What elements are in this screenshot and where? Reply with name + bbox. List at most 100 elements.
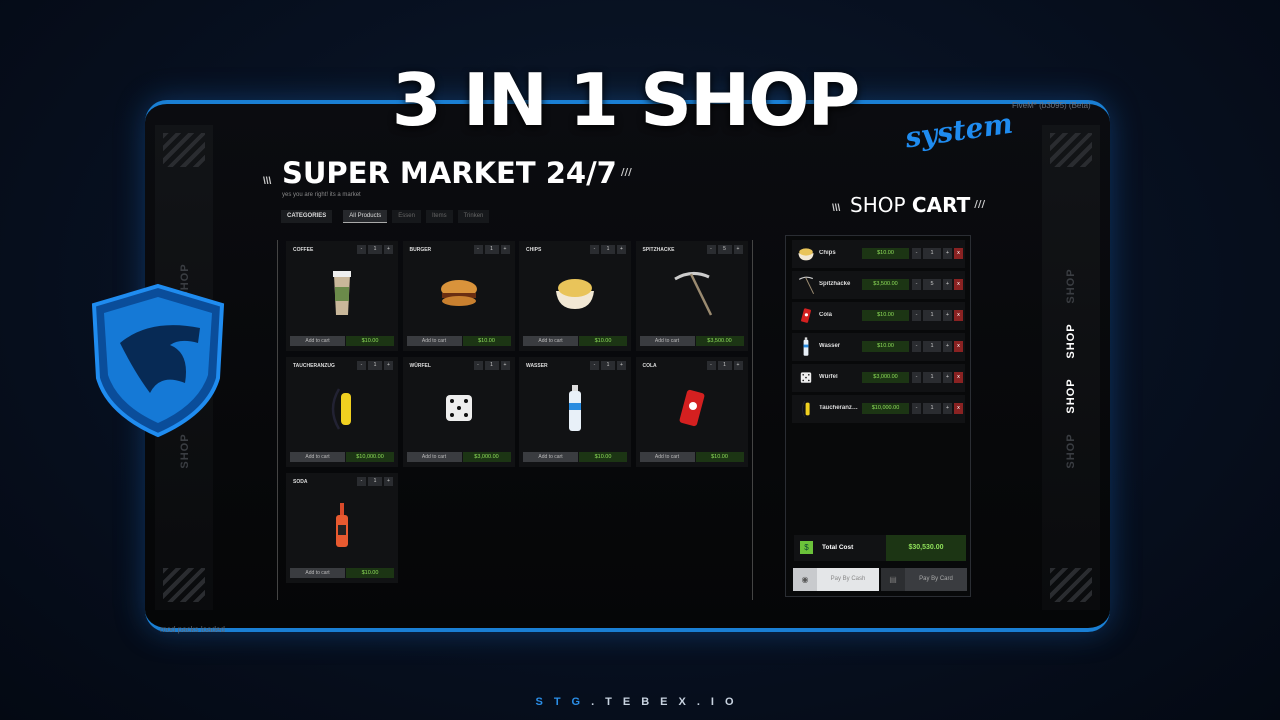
decrease-button[interactable]: -: [912, 403, 921, 414]
tab-items[interactable]: Items: [425, 210, 453, 223]
decrease-button[interactable]: -: [357, 477, 366, 486]
pay-by-cash-button[interactable]: ◉ Pay By Cash: [793, 568, 879, 591]
remove-item-button[interactable]: x: [954, 248, 963, 259]
decrease-button[interactable]: -: [473, 245, 483, 254]
increase-button[interactable]: +: [384, 477, 393, 486]
decor-slashes: \\\: [832, 203, 841, 214]
add-to-cart-button[interactable]: Add to cart: [639, 452, 695, 462]
cart-title-a: SHOP: [850, 193, 906, 217]
tab-essen[interactable]: Essen: [392, 210, 421, 223]
product-card: COLA -1 + Add to cart $10.00: [635, 357, 748, 467]
product-name: WASSER: [526, 363, 548, 369]
product-card: WÜRFEL -1 + Add to cart $3,000.00: [402, 357, 515, 467]
product-card: BURGER -1 + Add to cart $10.00: [402, 241, 515, 351]
quantity-value[interactable]: 1: [368, 477, 382, 486]
water-bottle-icon: [803, 337, 809, 356]
decrease-button[interactable]: -: [590, 361, 599, 370]
burger-icon: [440, 280, 477, 306]
increase-button[interactable]: +: [943, 403, 952, 414]
quantity-value[interactable]: 1: [484, 361, 499, 370]
remove-item-button[interactable]: x: [954, 372, 963, 383]
pay-by-card-button[interactable]: ▤ Pay By Card: [881, 568, 967, 591]
increase-button[interactable]: +: [384, 245, 393, 254]
quantity-stepper: -5 +: [706, 245, 743, 254]
quantity-value[interactable]: 1: [484, 245, 499, 254]
quantity-value[interactable]: 1: [368, 245, 382, 254]
cart-item: Wasser $10.00-1 + x: [792, 333, 965, 361]
pickaxe-icon: [798, 276, 815, 295]
increase-button[interactable]: +: [943, 341, 952, 352]
quantity-value[interactable]: 1: [717, 361, 732, 370]
decor-slashes: ///: [974, 199, 986, 210]
decrease-button[interactable]: -: [912, 279, 921, 290]
remove-item-button[interactable]: x: [954, 310, 963, 321]
page-subtitle: yes you are right! its a market: [282, 192, 361, 198]
quantity-value[interactable]: 5: [923, 279, 941, 290]
tab-trinken[interactable]: Trinken: [457, 210, 490, 223]
decrease-button[interactable]: -: [357, 361, 366, 370]
increase-button[interactable]: +: [617, 361, 626, 370]
quantity-value[interactable]: 1: [923, 248, 941, 259]
quantity-value[interactable]: 1: [368, 361, 382, 370]
quantity-value[interactable]: 1: [923, 372, 941, 383]
decrease-button[interactable]: -: [357, 245, 366, 254]
right-side-strip: SHOP SHOP SHOP SHOP: [1042, 125, 1100, 610]
quantity-value[interactable]: 1: [923, 341, 941, 352]
remove-item-button[interactable]: x: [954, 341, 963, 352]
increase-button[interactable]: +: [943, 279, 952, 290]
cart-item-name: Cola: [819, 312, 833, 318]
side-label: SHOP: [1065, 268, 1077, 304]
add-to-cart-button[interactable]: Add to cart: [523, 336, 578, 346]
increase-button[interactable]: +: [617, 245, 626, 254]
decrease-button[interactable]: -: [706, 245, 716, 254]
quantity-value[interactable]: 1: [601, 245, 615, 254]
diving-tank-icon: [331, 388, 351, 430]
add-to-cart-button[interactable]: Add to cart: [406, 452, 462, 462]
increase-button[interactable]: +: [733, 361, 743, 370]
decrease-button[interactable]: -: [912, 372, 921, 383]
decrease-button[interactable]: -: [590, 245, 599, 254]
increase-button[interactable]: +: [943, 248, 952, 259]
increase-button[interactable]: +: [943, 310, 952, 321]
product-card: COFFEE -1 + Add to cart $10.00: [286, 241, 398, 351]
increase-button[interactable]: +: [733, 245, 743, 254]
decrease-button[interactable]: -: [706, 361, 716, 370]
quantity-value[interactable]: 1: [923, 310, 941, 321]
add-to-cart-button[interactable]: Add to cart: [406, 336, 462, 346]
product-price: $10.00: [346, 336, 394, 346]
cart-item: Chips $10.00-1 + x: [792, 240, 965, 268]
add-to-cart-button[interactable]: Add to cart: [523, 452, 578, 462]
add-to-cart-button[interactable]: Add to cart: [639, 336, 695, 346]
product-price: $10.00: [579, 452, 627, 462]
shop-cart: $ Total Cost $30,530.00 ◉ Pay By Cash ▤ Pa…: [785, 235, 971, 597]
decrease-button[interactable]: -: [473, 361, 483, 370]
increase-button[interactable]: +: [500, 245, 510, 254]
product-grid: COFFEE -1 + Add to cart $10.00 BURGER -1 + Add t…: [277, 240, 753, 600]
add-to-cart-button[interactable]: Add to cart: [290, 452, 345, 462]
decrease-button[interactable]: -: [912, 248, 921, 259]
tab-all-products[interactable]: All Products: [343, 210, 388, 223]
increase-button[interactable]: +: [943, 372, 952, 383]
diving-tank-icon: [801, 400, 810, 418]
quantity-value[interactable]: 5: [717, 245, 732, 254]
cart-item-price: $10,000.00: [862, 403, 909, 414]
cart-item-price: $3,000.00: [862, 372, 909, 383]
decrease-button[interactable]: -: [912, 310, 921, 321]
quantity-value[interactable]: 1: [923, 403, 941, 414]
quantity-stepper: -1 +: [473, 245, 510, 254]
decrease-button[interactable]: -: [912, 341, 921, 352]
footer-brand-b: .TEBEX.IO: [591, 696, 745, 708]
add-to-cart-button[interactable]: Add to cart: [290, 336, 345, 346]
product-card: SODA -1 + Add to cart $10.00: [286, 473, 398, 583]
increase-button[interactable]: +: [500, 361, 510, 370]
add-to-cart-button[interactable]: Add to cart: [290, 568, 345, 578]
quantity-value[interactable]: 1: [601, 361, 615, 370]
quantity-stepper: -1 +: [357, 245, 393, 254]
increase-button[interactable]: +: [384, 361, 393, 370]
remove-item-button[interactable]: x: [954, 403, 963, 414]
dice-icon: [800, 372, 812, 383]
quantity-stepper: -1 +: [706, 361, 743, 370]
product-name: BURGER: [409, 247, 432, 253]
page-title-text: SUPER MARKET 24/7: [282, 156, 617, 190]
remove-item-button[interactable]: x: [954, 279, 963, 290]
